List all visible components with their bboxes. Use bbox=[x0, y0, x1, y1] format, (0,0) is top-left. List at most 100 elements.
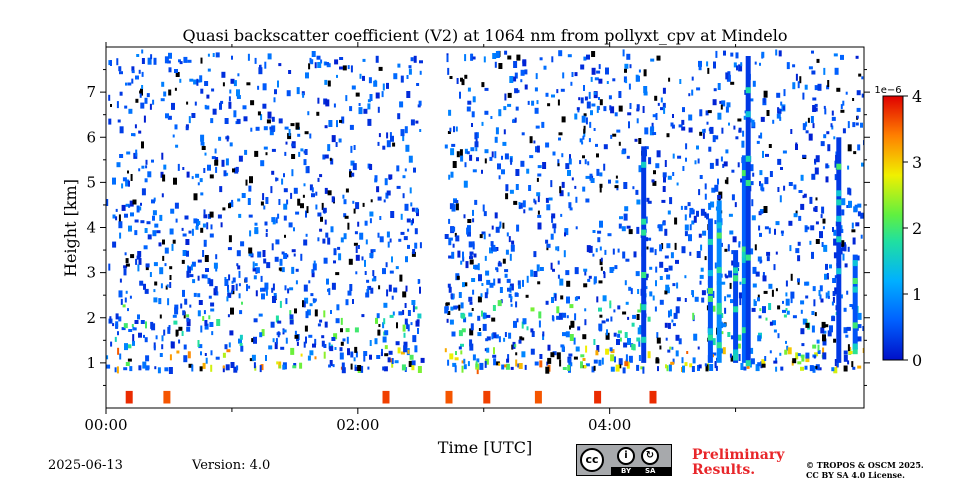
speckle bbox=[412, 335, 417, 343]
speckle bbox=[319, 228, 323, 232]
speckle bbox=[261, 287, 266, 292]
speckle bbox=[404, 303, 407, 308]
speckle bbox=[395, 341, 400, 346]
speckle bbox=[144, 337, 148, 343]
speckle bbox=[408, 361, 412, 367]
speckle bbox=[628, 83, 631, 90]
speckle bbox=[847, 144, 852, 152]
speckle bbox=[534, 87, 538, 92]
speckle bbox=[221, 71, 226, 78]
speckle bbox=[408, 65, 412, 69]
speckle bbox=[342, 338, 346, 342]
column-highlight bbox=[852, 278, 858, 284]
speckle bbox=[177, 163, 180, 171]
speckle bbox=[622, 311, 627, 315]
speckle bbox=[728, 122, 730, 126]
speckle bbox=[295, 211, 300, 215]
speckle bbox=[321, 202, 324, 210]
speckle bbox=[664, 255, 669, 259]
speckle bbox=[359, 73, 362, 79]
speckle bbox=[248, 185, 252, 192]
speckle bbox=[325, 62, 330, 65]
speckle bbox=[248, 252, 253, 257]
speckle bbox=[513, 76, 517, 82]
speckle bbox=[353, 357, 356, 362]
speckle bbox=[361, 256, 364, 261]
speckle bbox=[609, 303, 612, 309]
speckle bbox=[649, 291, 653, 297]
speckle bbox=[650, 126, 655, 132]
speckle bbox=[751, 199, 754, 207]
speckle bbox=[349, 124, 354, 130]
speckle bbox=[608, 179, 611, 184]
speckle bbox=[164, 263, 167, 267]
speckle bbox=[469, 343, 474, 351]
speckle bbox=[164, 367, 169, 372]
speckle bbox=[816, 58, 820, 63]
speckle bbox=[792, 315, 797, 319]
speckle bbox=[730, 81, 735, 85]
speckle bbox=[759, 210, 764, 214]
speckle bbox=[530, 328, 534, 333]
speckle bbox=[370, 287, 374, 294]
speckle bbox=[785, 298, 790, 306]
speckle bbox=[599, 220, 603, 228]
speckle bbox=[498, 63, 503, 69]
speckle bbox=[574, 113, 578, 120]
speckle bbox=[488, 233, 491, 237]
speckle bbox=[642, 106, 645, 113]
column-highlight bbox=[836, 163, 842, 170]
speckle bbox=[662, 186, 666, 192]
speckle bbox=[637, 289, 640, 294]
speckle bbox=[110, 104, 112, 107]
speckle bbox=[545, 300, 549, 305]
speckle bbox=[154, 281, 158, 286]
speckle bbox=[726, 74, 731, 82]
speckle bbox=[492, 244, 496, 250]
cc-license-badge[interactable]: cc i ↻ BY SA bbox=[576, 444, 672, 476]
speckle bbox=[377, 196, 382, 201]
speckle bbox=[494, 61, 497, 68]
speckle bbox=[278, 365, 281, 369]
speckle bbox=[357, 221, 360, 227]
speckle bbox=[682, 107, 685, 113]
speckle bbox=[562, 344, 565, 351]
speckle bbox=[386, 82, 389, 89]
speckle bbox=[191, 228, 194, 236]
speckle bbox=[612, 78, 616, 82]
speckle bbox=[132, 199, 137, 205]
speckle bbox=[295, 268, 299, 272]
speckle bbox=[392, 311, 395, 316]
speckle bbox=[159, 314, 162, 319]
speckle bbox=[511, 344, 514, 350]
speckle bbox=[188, 266, 191, 274]
speckle bbox=[521, 321, 524, 329]
y-tick-label: 3 bbox=[86, 264, 96, 282]
speckle bbox=[131, 324, 134, 327]
speckle bbox=[123, 367, 128, 371]
speckle bbox=[513, 61, 518, 68]
speckle bbox=[248, 214, 253, 218]
speckle bbox=[648, 157, 652, 165]
speckle bbox=[529, 155, 534, 159]
column-highlight bbox=[707, 295, 713, 302]
speckle bbox=[463, 317, 467, 323]
speckle bbox=[287, 288, 290, 294]
speckle bbox=[489, 156, 493, 161]
speckle bbox=[252, 261, 255, 269]
speckle bbox=[284, 285, 287, 291]
speckle bbox=[174, 124, 178, 130]
speckle bbox=[541, 121, 545, 128]
speckle bbox=[843, 365, 848, 372]
speckle bbox=[342, 65, 347, 71]
speckle bbox=[262, 83, 267, 91]
speckle bbox=[316, 55, 321, 60]
speckle bbox=[150, 321, 154, 329]
speckle bbox=[209, 174, 214, 179]
speckle bbox=[369, 211, 374, 217]
speckle bbox=[596, 70, 601, 74]
speckle bbox=[664, 228, 668, 236]
speckle bbox=[211, 156, 216, 160]
speckle bbox=[338, 253, 342, 261]
speckle bbox=[249, 358, 254, 362]
